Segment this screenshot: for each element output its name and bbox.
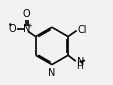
Text: H: H [76, 62, 83, 71]
Text: +: + [26, 23, 32, 29]
Text: •: • [8, 21, 12, 30]
Text: O: O [8, 24, 16, 34]
Text: N: N [76, 57, 83, 67]
Text: N: N [22, 24, 30, 34]
Text: N: N [48, 68, 55, 78]
Text: Cl: Cl [77, 25, 86, 35]
Text: O: O [22, 9, 30, 19]
